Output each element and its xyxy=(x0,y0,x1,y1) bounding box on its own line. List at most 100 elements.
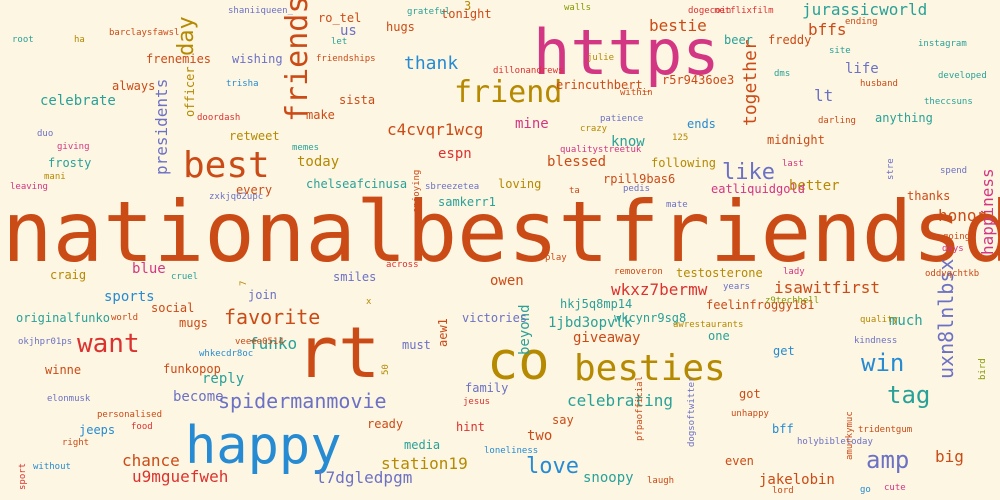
word-165: world xyxy=(111,313,139,323)
word-189: lord xyxy=(772,486,794,496)
word-39: lt xyxy=(814,86,834,105)
word-44: giveaway xyxy=(573,330,641,346)
word-25: l7dgledpgm xyxy=(316,468,413,487)
word-154: days xyxy=(942,244,964,254)
word-78: even xyxy=(725,454,754,468)
word-84: one xyxy=(708,329,730,343)
word-35: two xyxy=(527,428,553,444)
word-87: join xyxy=(248,288,277,302)
word-176: food xyxy=(131,422,153,432)
word-162: lady xyxy=(783,267,805,277)
word-156: 7 xyxy=(239,280,249,286)
word-93: chelseafcinusa xyxy=(306,177,408,191)
word-133: trisha xyxy=(226,79,259,89)
word-135: patience xyxy=(600,114,644,124)
word-26: big xyxy=(935,447,964,466)
word-110: aew1 xyxy=(436,318,450,347)
word-134: doordash xyxy=(197,113,241,123)
word-174: elonmusk xyxy=(47,394,91,404)
word-27: bffs xyxy=(808,20,847,39)
word-138: duo xyxy=(37,129,54,139)
word-57: blessed xyxy=(547,154,607,170)
word-150: last xyxy=(782,159,804,169)
word-10: win xyxy=(861,349,905,377)
word-188: laugh xyxy=(647,476,675,486)
word-125: developed xyxy=(938,71,987,81)
word-105: freddy xyxy=(768,33,812,47)
word-33: c4cvqr1wcg xyxy=(387,120,484,139)
word-42: life xyxy=(845,61,879,77)
word-67: sista xyxy=(339,93,376,107)
word-68: retweet xyxy=(229,129,280,143)
word-177: right xyxy=(62,438,90,448)
word-40: bestie xyxy=(649,16,707,35)
word-142: mani xyxy=(44,172,66,182)
word-132: within xyxy=(620,88,653,98)
word-130: dillonandrews xyxy=(493,66,564,76)
word-113: barclaysfawsl xyxy=(109,28,180,38)
word-59: get xyxy=(773,344,795,358)
word-75: media xyxy=(404,438,441,452)
word-81: wkcynr9sg8 xyxy=(614,311,687,325)
word-100: ends xyxy=(687,117,716,131)
word-152: spend xyxy=(940,166,968,176)
word-155: cruel xyxy=(171,272,199,282)
word-53: better xyxy=(789,178,840,194)
word-23: chance xyxy=(122,451,180,470)
word-73: jeeps xyxy=(79,423,116,437)
word-1: https xyxy=(533,16,720,89)
word-114: root xyxy=(12,35,34,45)
word-164: oddvqchtkb xyxy=(925,269,980,279)
word-166: whkecdr8oc xyxy=(199,349,254,359)
word-46: sports xyxy=(104,289,155,305)
word-18: station19 xyxy=(381,454,468,473)
word-120: dogecoin xyxy=(688,6,732,16)
word-145: enjoying xyxy=(412,169,422,213)
word-139: giving xyxy=(57,142,90,152)
word-104: anything xyxy=(875,111,933,125)
word-107: hugs xyxy=(386,20,415,34)
word-109: beer xyxy=(724,33,753,47)
word-37: jakelobin xyxy=(759,472,835,488)
word-158: x xyxy=(366,297,372,307)
word-65: wishing xyxy=(232,52,283,66)
word-91: originalfunko xyxy=(16,311,110,325)
word-163: z9techhell xyxy=(765,296,820,306)
word-124: instagram xyxy=(918,39,967,49)
word-43: owen xyxy=(490,273,524,289)
word-144: zxkjq62upc xyxy=(209,192,264,202)
word-82: hkj5q8mp14 xyxy=(560,297,633,311)
word-103: thanks xyxy=(907,189,951,203)
word-131: julie xyxy=(587,53,615,63)
word-187: amurkymuc xyxy=(845,411,855,460)
word-13: love xyxy=(526,454,579,479)
word-90: craig xyxy=(50,268,87,282)
word-85: testosterone xyxy=(676,266,763,280)
word-63: ro_tel xyxy=(318,11,362,25)
word-108: tonight xyxy=(441,7,492,21)
word-34: 1jbd3opvlk xyxy=(548,315,633,331)
word-140: memes xyxy=(292,143,320,153)
word-56: espn xyxy=(438,146,472,162)
word-143: leaving xyxy=(10,182,48,192)
word-122: ending xyxy=(845,17,878,27)
word-175: personalised xyxy=(97,410,163,420)
word-61: bff xyxy=(772,422,794,436)
word-129: darling xyxy=(818,116,856,126)
word-17: celebrating xyxy=(567,391,673,410)
word-2: rt xyxy=(296,312,381,394)
word-178: sport xyxy=(18,462,28,490)
word-99: midnight xyxy=(767,133,825,147)
word-169: awrestaurants xyxy=(673,320,744,330)
word-137: 125 xyxy=(672,133,689,143)
word-185: pfpaofficial xyxy=(635,375,645,441)
word-62: 3 xyxy=(464,0,472,13)
word-96: rpill9bas6 xyxy=(603,172,676,186)
word-112: shaniiqueen_ xyxy=(228,6,294,16)
word-52: much xyxy=(889,313,923,329)
word-30: isawitfirst xyxy=(774,278,880,297)
word-127: dms xyxy=(774,69,791,79)
word-126: husband xyxy=(860,79,898,89)
word-71: winne xyxy=(45,363,82,377)
